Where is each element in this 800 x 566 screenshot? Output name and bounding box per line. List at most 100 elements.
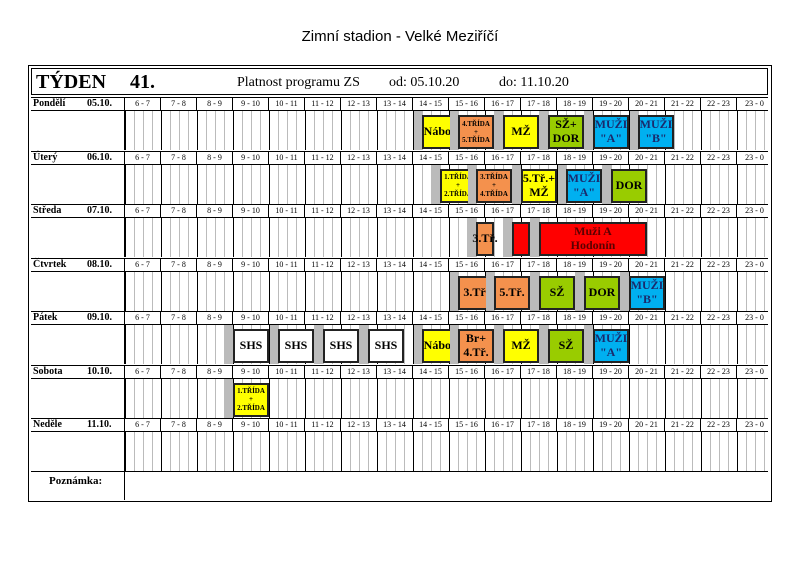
resurfacing-slot <box>585 111 593 150</box>
hour-label: 9 - 10 <box>232 98 268 111</box>
note-label: Poznámka: <box>49 475 103 487</box>
hour-label: 18 - 19 <box>556 151 592 165</box>
schedule-block[interactable]: 3.Tř. <box>472 222 498 256</box>
hour-label: 15 - 16 <box>448 98 484 111</box>
hour-label: 11 - 12 <box>304 151 340 165</box>
hour-label: 23 - 0 <box>736 365 772 379</box>
schedule-block[interactable]: SHS <box>368 329 404 363</box>
hour-label: 11 - 12 <box>304 258 340 272</box>
hour-label: 11 - 12 <box>304 365 340 379</box>
hour-label: 19 - 20 <box>592 258 628 272</box>
hour-label: 14 - 15 <box>412 98 448 111</box>
schedule-block[interactable]: 4.TŘÍDA + 5.TŘÍDA <box>458 115 494 149</box>
hour-label: 22 - 23 <box>700 98 736 111</box>
hour-label: 15 - 16 <box>448 312 484 325</box>
schedule-block[interactable]: MUŽI "A" <box>593 115 629 149</box>
hour-label: 8 - 9 <box>196 205 232 218</box>
schedule-block[interactable]: MUŽI "A" <box>566 168 602 203</box>
hour-label: 17 - 18 <box>520 419 556 432</box>
hour-label: 10 - 11 <box>268 258 304 272</box>
hour-label: 20 - 21 <box>628 419 664 432</box>
schedule-block[interactable] <box>512 222 530 256</box>
day-name: Čtvrtek <box>33 258 67 270</box>
hour-label: 20 - 21 <box>628 205 664 218</box>
hour-label: 6 - 7 <box>124 312 160 325</box>
hour-label: 20 - 21 <box>628 312 664 325</box>
hour-label: 10 - 11 <box>268 205 304 218</box>
resurfacing-slot <box>225 378 233 418</box>
hour-label: 11 - 12 <box>304 205 340 218</box>
hour-label: 23 - 0 <box>736 258 772 272</box>
schedule-block[interactable]: 5.Tř.+ MŽ <box>521 168 557 203</box>
day-timeline: 3.Tř. 5.Tř. SŽ DOR MUŽI "B" <box>124 271 773 311</box>
schedule-block[interactable]: SHS <box>323 329 359 363</box>
schedule-block[interactable]: 1.TŘÍDA + 2.TŘÍDA <box>233 382 269 417</box>
hour-label: 16 - 17 <box>484 365 520 379</box>
hour-label: 21 - 22 <box>664 98 700 111</box>
schedule-frame: TÝDEN 41. Platnost programu ZS od: 05.10… <box>28 65 773 502</box>
schedule-block[interactable]: SŽ <box>548 329 584 363</box>
hour-label: 16 - 17 <box>484 419 520 432</box>
hour-label: 18 - 19 <box>556 205 592 218</box>
hour-label: 10 - 11 <box>268 151 304 165</box>
hour-label: 9 - 10 <box>232 365 268 379</box>
schedule-block[interactable]: DOR <box>584 275 620 310</box>
hour-label: 12 - 13 <box>340 205 376 218</box>
hour-label: 10 - 11 <box>268 365 304 379</box>
hour-label: 20 - 21 <box>628 258 664 272</box>
schedule-block[interactable]: DOR <box>611 168 647 203</box>
hour-label: 15 - 16 <box>448 151 484 165</box>
hour-label: 16 - 17 <box>484 98 520 111</box>
schedule-block[interactable]: SŽ <box>539 275 575 310</box>
day-date: 09.10. <box>87 312 112 323</box>
program-label: Platnost programu ZS <box>237 75 360 90</box>
hour-label: 14 - 15 <box>412 151 448 165</box>
resurfacing-slot <box>603 164 611 204</box>
hour-label: 17 - 18 <box>520 258 556 272</box>
schedule-block[interactable]: MUŽI "B" <box>629 275 665 310</box>
hour-label: 7 - 8 <box>160 258 196 272</box>
hour-label: 13 - 14 <box>376 205 412 218</box>
schedule-block[interactable]: SŽ+ DOR <box>548 115 584 149</box>
schedule-block[interactable]: MŽ <box>503 329 539 363</box>
hour-label: 16 - 17 <box>484 205 520 218</box>
hour-label: 21 - 22 <box>664 312 700 325</box>
hour-label: 10 - 11 <box>268 419 304 432</box>
hour-label: 9 - 10 <box>232 312 268 325</box>
schedule-block[interactable]: MUŽI "B" <box>638 115 674 149</box>
day-timeline: 1.TŘÍDA + 2.TŘÍDA <box>124 378 773 418</box>
hour-label: 14 - 15 <box>412 312 448 325</box>
schedule-block[interactable]: 5.Tř. <box>494 275 530 310</box>
hour-label: 6 - 7 <box>124 151 160 165</box>
resurfacing-slot <box>432 164 440 204</box>
hour-label: 23 - 0 <box>736 151 772 165</box>
schedule-block[interactable]: Br+ 4.Tř. <box>458 329 494 363</box>
day-name: Středa <box>33 205 62 216</box>
resurfacing-slot <box>540 325 548 364</box>
hour-label: 11 - 12 <box>304 312 340 325</box>
day-name: Sobota <box>33 365 63 377</box>
schedule-block[interactable]: Muži A Hodonín <box>539 222 647 256</box>
hour-label: 19 - 20 <box>592 98 628 111</box>
hour-label: 8 - 9 <box>196 312 232 325</box>
resurfacing-slot <box>531 218 539 257</box>
resurfacing-slot <box>540 111 548 150</box>
hour-label: 17 - 18 <box>520 151 556 165</box>
schedule-block[interactable]: SHS <box>233 329 269 363</box>
hour-label: 10 - 11 <box>268 98 304 111</box>
hour-label: 6 - 7 <box>124 365 160 379</box>
schedule-block[interactable]: MŽ <box>503 115 539 149</box>
hour-label: 22 - 23 <box>700 205 736 218</box>
schedule-block[interactable]: MUŽI "A" <box>593 329 629 363</box>
resurfacing-slot <box>513 164 521 204</box>
schedule-block[interactable]: 3.TŘÍDA + 4.TŘÍDA <box>476 168 512 203</box>
hour-label: 7 - 8 <box>160 312 196 325</box>
resurfacing-slot <box>450 111 458 150</box>
hour-label: 6 - 7 <box>124 258 160 272</box>
hour-label: 16 - 17 <box>484 312 520 325</box>
schedule-block[interactable]: SHS <box>278 329 314 363</box>
hour-label: 14 - 15 <box>412 365 448 379</box>
hour-label: 19 - 20 <box>592 312 628 325</box>
